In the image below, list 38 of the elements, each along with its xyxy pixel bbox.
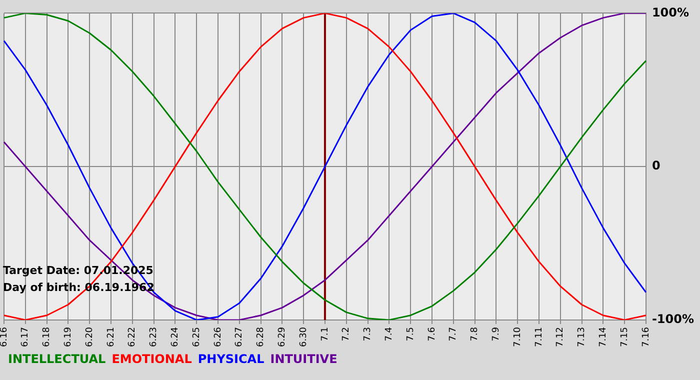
x-tick-label: 6.24 <box>170 326 181 348</box>
x-tick-label: 6.22 <box>128 326 138 348</box>
x-tick-label: 7.4 <box>384 326 395 342</box>
x-tick-label: 7.16 <box>641 326 652 348</box>
x-tick-label: 7.11 <box>534 326 544 348</box>
x-tick-label: 7.1 <box>320 326 330 342</box>
x-tick-label: 7.3 <box>363 326 374 342</box>
y-tick-label: -100% <box>652 312 694 326</box>
x-tick-label: 7.6 <box>427 326 438 342</box>
text: INTELLECTUAL <box>8 352 106 366</box>
x-tick-label: 6.30 <box>298 326 309 348</box>
text: PHYSICAL <box>198 352 264 366</box>
x-tick-label: 6.25 <box>192 326 202 348</box>
x-tick-label: 6.20 <box>84 326 95 348</box>
x-tick-label: 6.21 <box>106 326 116 348</box>
x-tick-label: 6.23 <box>149 326 160 348</box>
x-tick-label: 7.2 <box>342 326 352 342</box>
x-tick-label: 6.16 <box>0 326 10 348</box>
x-tick-label: 7.10 <box>512 326 523 348</box>
x-tick-label: 6.28 <box>256 326 266 348</box>
x-tick-label: 6.17 <box>20 326 31 348</box>
x-tick-label: 7.8 <box>470 326 480 342</box>
x-tick-label: 6.29 <box>278 326 288 348</box>
x-tick-label: 6.26 <box>213 326 224 348</box>
text: EMOTIONAL <box>112 352 192 366</box>
x-tick-label: 7.7 <box>448 326 459 342</box>
y-tick-label: 0 <box>652 158 660 173</box>
text: INTUITIVE <box>270 352 338 366</box>
x-tick-label: 6.27 <box>234 326 245 348</box>
x-tick-label: 6.18 <box>42 326 52 348</box>
x-tick-label: 7.9 <box>492 326 502 342</box>
y-tick-label: 100% <box>652 5 690 20</box>
x-tick-label: 7.12 <box>556 326 566 348</box>
x-tick-label: 7.13 <box>577 326 588 348</box>
x-tick-label: 7.14 <box>598 326 608 348</box>
x-tick-label: 7.15 <box>620 326 630 348</box>
x-tick-label: 6.19 <box>64 326 74 348</box>
x-tick-label: 7.5 <box>406 326 416 342</box>
